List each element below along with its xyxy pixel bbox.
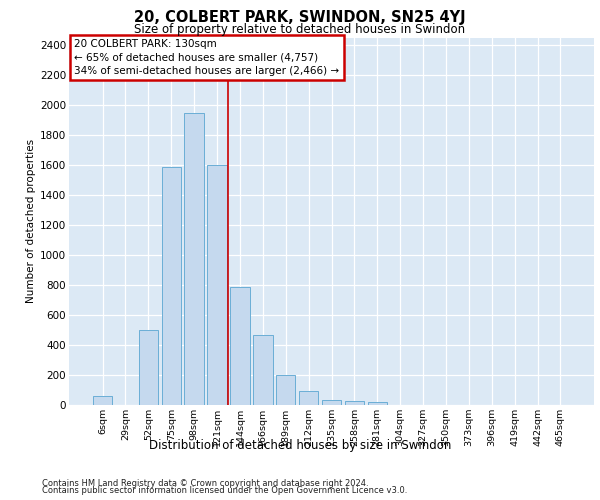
- Text: Contains public sector information licensed under the Open Government Licence v3: Contains public sector information licen…: [42, 486, 407, 495]
- Bar: [344, 400, 364, 405]
- Bar: [184, 112, 204, 405]
- Text: 20, COLBERT PARK, SWINDON, SN25 4YJ: 20, COLBERT PARK, SWINDON, SN25 4YJ: [134, 10, 466, 25]
- Bar: [139, 330, 158, 405]
- Bar: [93, 396, 112, 405]
- Text: Distribution of detached houses by size in Swindon: Distribution of detached houses by size …: [149, 440, 451, 452]
- Bar: [230, 286, 250, 405]
- Y-axis label: Number of detached properties: Number of detached properties: [26, 139, 36, 304]
- Bar: [322, 400, 341, 405]
- Bar: [161, 166, 181, 405]
- Text: Contains HM Land Registry data © Crown copyright and database right 2024.: Contains HM Land Registry data © Crown c…: [42, 478, 368, 488]
- Bar: [253, 334, 272, 405]
- Bar: [208, 165, 227, 405]
- Bar: [368, 402, 387, 405]
- Text: 20 COLBERT PARK: 130sqm
← 65% of detached houses are smaller (4,757)
34% of semi: 20 COLBERT PARK: 130sqm ← 65% of detache…: [74, 40, 340, 76]
- Bar: [276, 375, 295, 405]
- Text: Size of property relative to detached houses in Swindon: Size of property relative to detached ho…: [134, 22, 466, 36]
- Bar: [299, 391, 319, 405]
